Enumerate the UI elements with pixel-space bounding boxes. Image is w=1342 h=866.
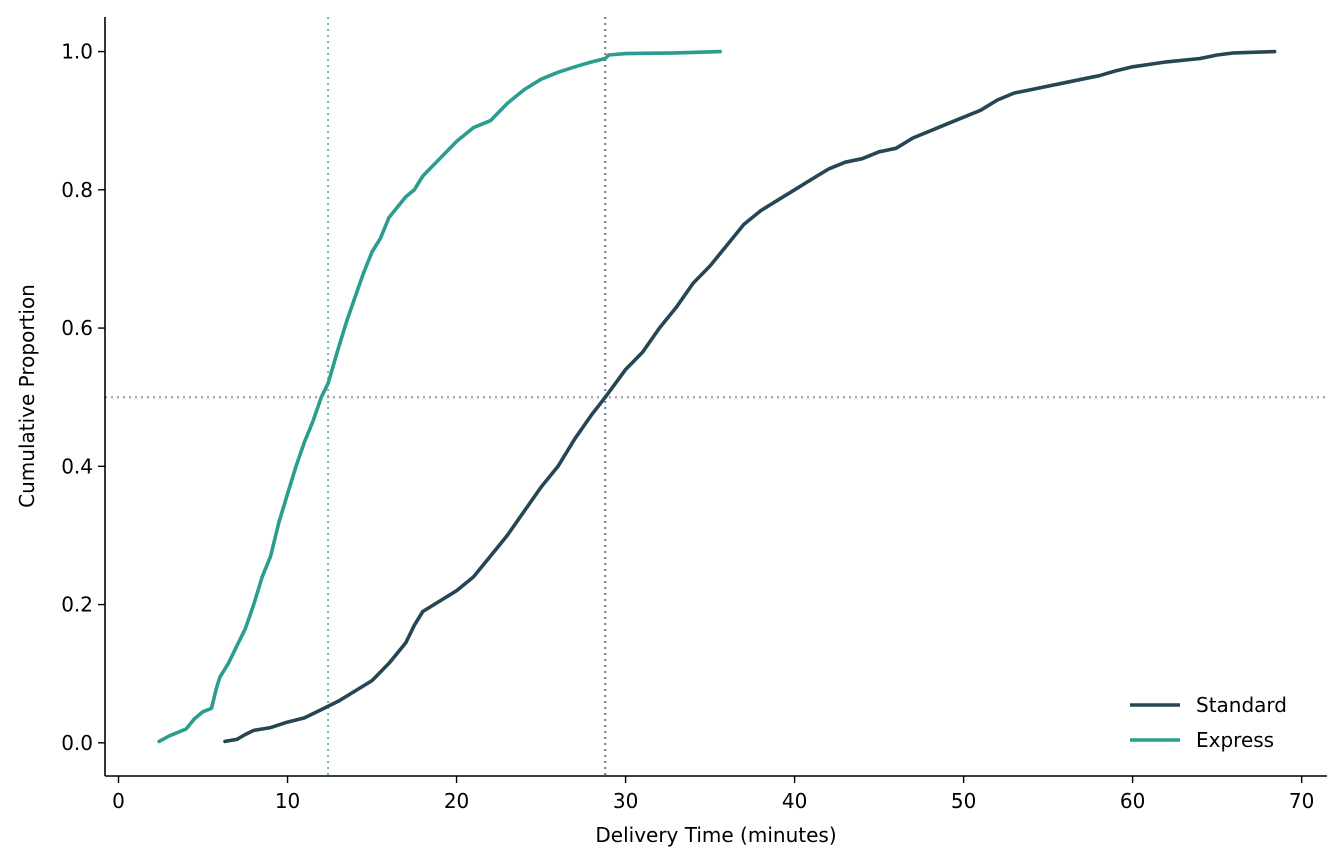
x-tick-label: 60 [1120,789,1145,813]
y-tick-label: 0.6 [61,316,93,340]
legend-label-standard: Standard [1196,693,1287,717]
x-tick-label: 30 [613,789,638,813]
legend-label-express: Express [1196,728,1274,752]
reference-lines [105,17,1327,776]
x-tick-label: 0 [112,789,125,813]
series-line-standard [223,49,1277,744]
y-tick-label: 0.2 [61,593,93,617]
x-ticks: 0 10 20 30 40 50 60 70 [112,776,1314,813]
y-axis-title: Cumulative Proportion [15,284,39,508]
x-tick-label: 70 [1289,789,1314,813]
series-lines [157,49,1277,744]
x-tick-label: 10 [275,789,300,813]
x-tick-label: 50 [951,789,976,813]
y-tick-label: 0.0 [61,731,93,755]
legend: Standard Express [1130,693,1287,752]
x-tick-label: 40 [782,789,807,813]
y-tick-label: 0.4 [61,454,93,478]
x-axis-title: Delivery Time (minutes) [595,823,836,847]
axes [104,17,1327,777]
y-tick-label: 0.8 [61,178,93,202]
series-line-express [157,49,723,744]
x-tick-label: 20 [444,789,469,813]
y-tick-label: 1.0 [61,40,93,64]
y-ticks: 0.0 0.2 0.4 0.6 0.8 1.0 [61,40,105,755]
